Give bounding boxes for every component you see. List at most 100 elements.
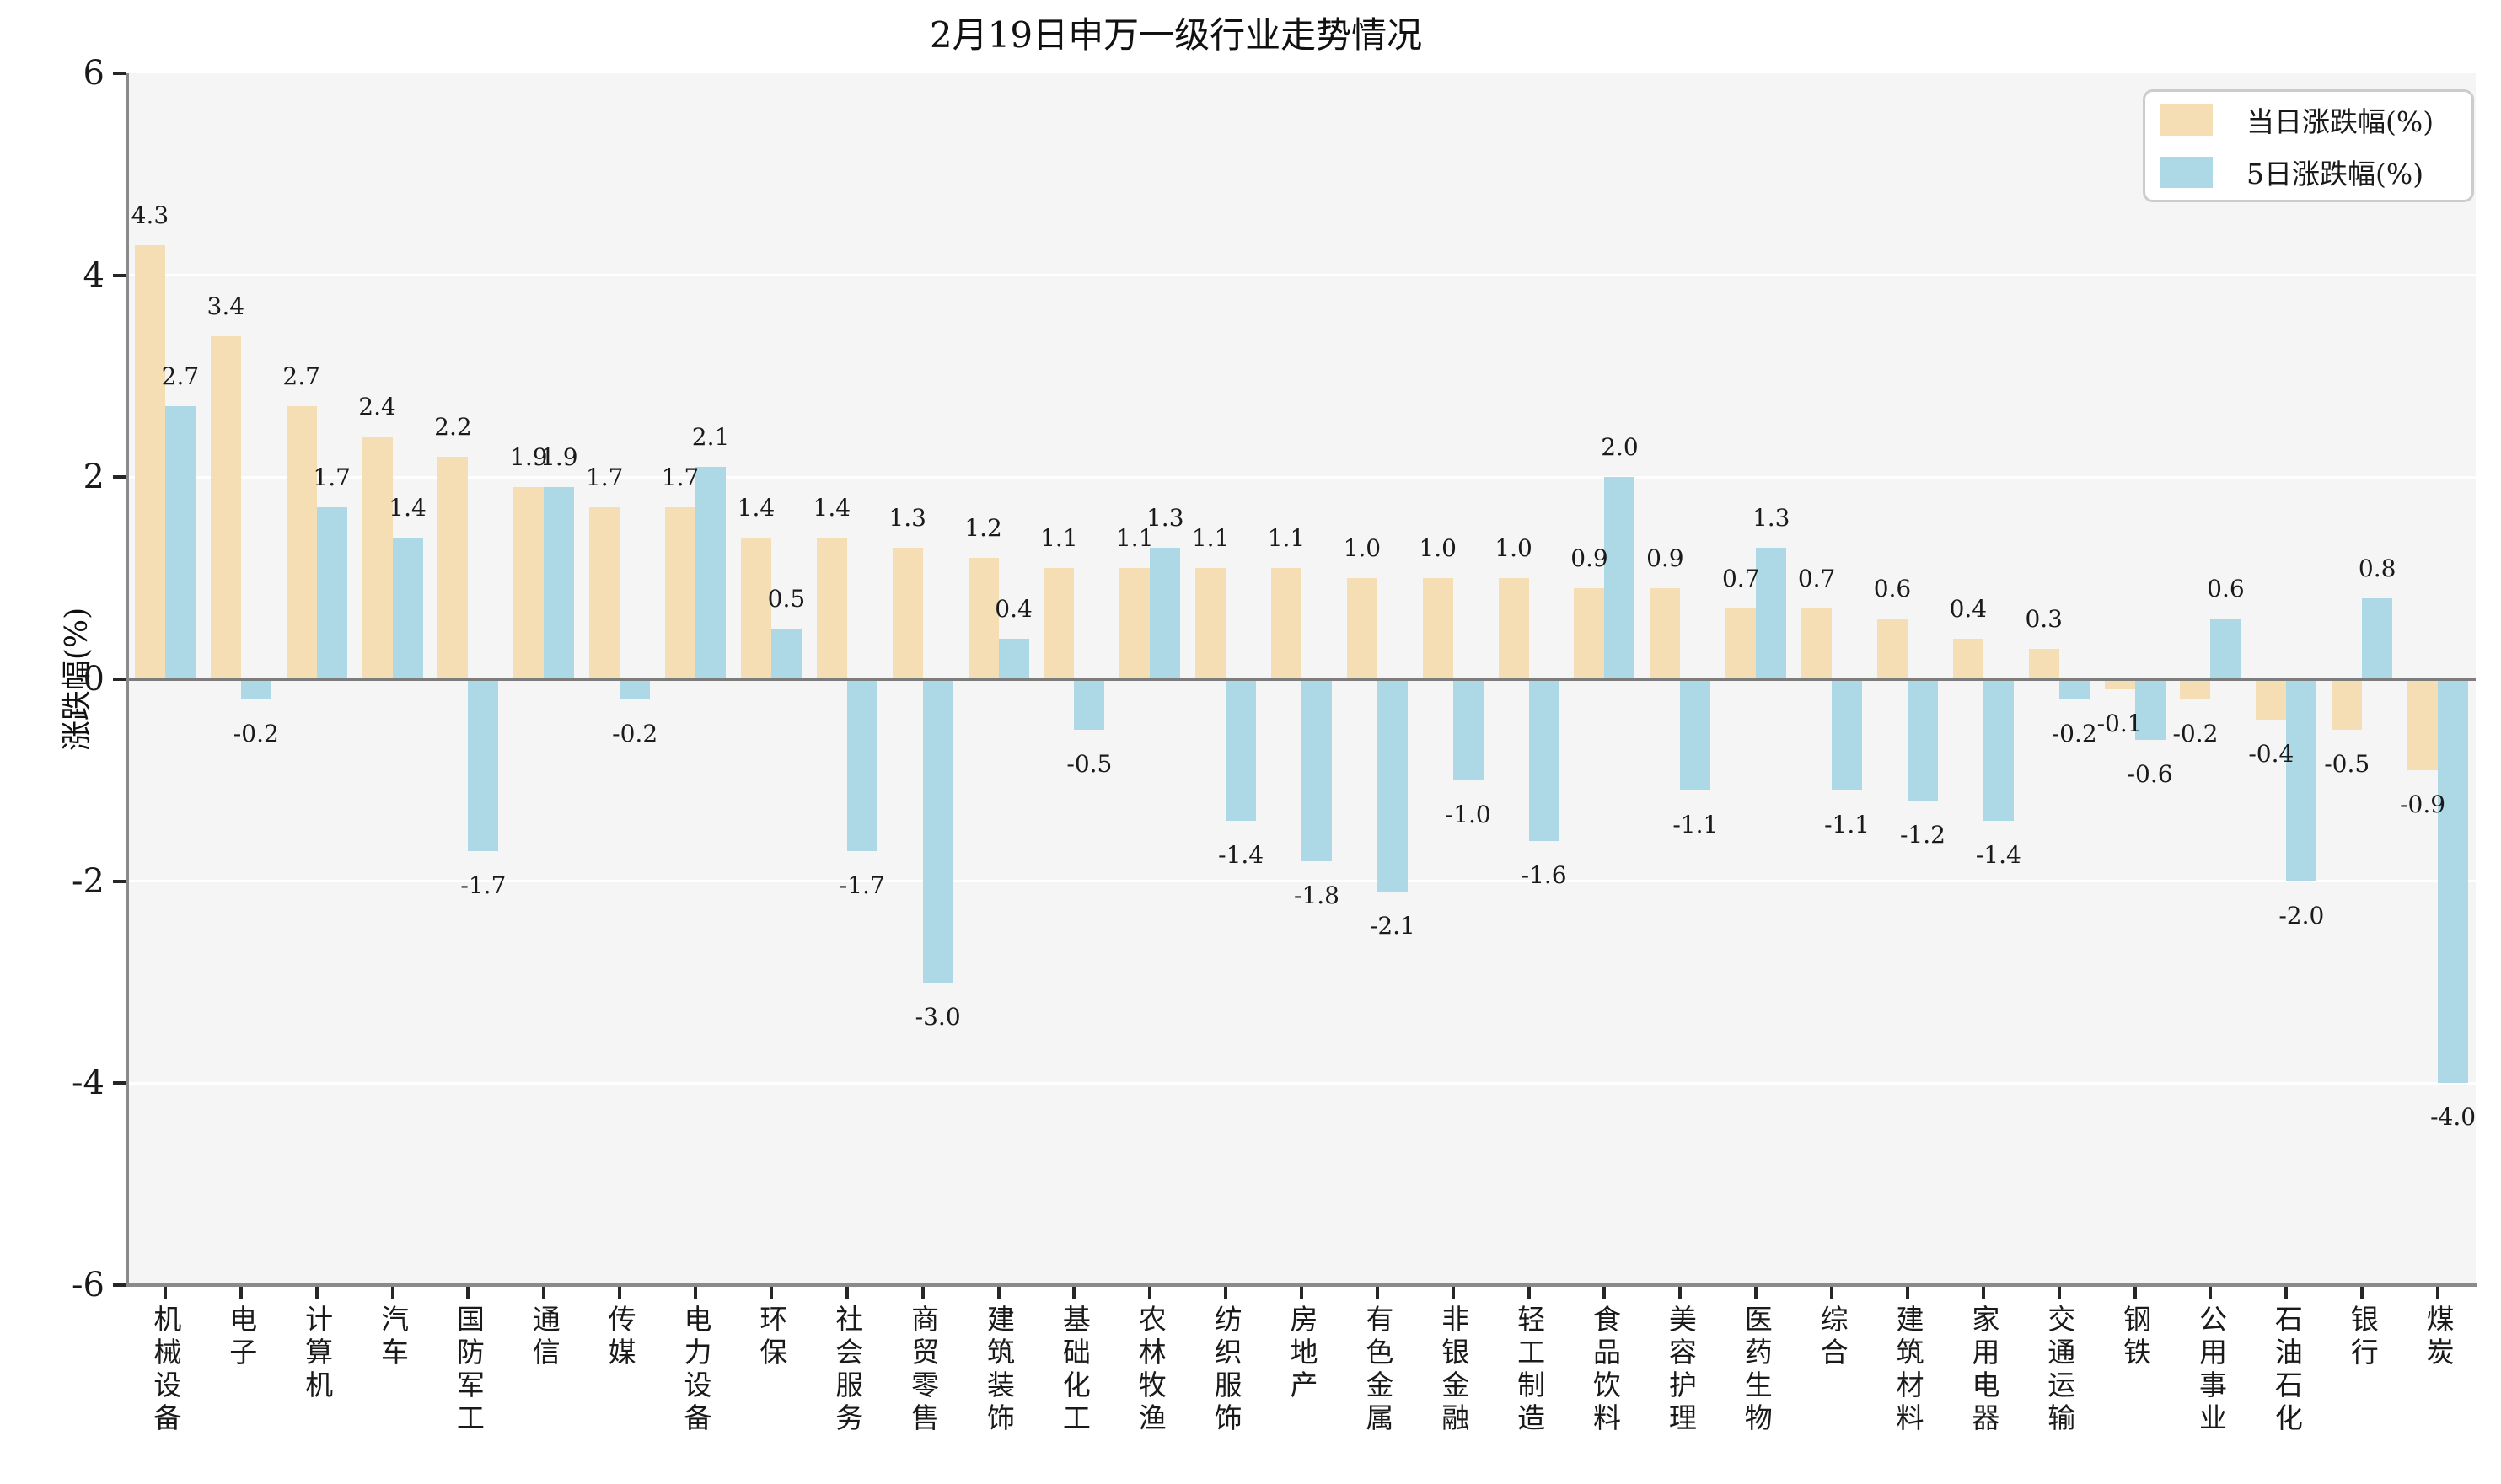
gridline <box>127 475 2476 479</box>
x-category-label-22: 综合 <box>1816 1305 1849 1370</box>
bar-value-label: 3.4 <box>207 292 245 320</box>
bar-daily-13 <box>1119 568 1151 679</box>
x-tick-mark <box>769 1287 773 1299</box>
legend-label-daily: 当日涨跌幅(%) <box>2246 105 2434 138</box>
bar-value-label: -1.4 <box>1218 840 1264 869</box>
bar-five-day-4 <box>468 679 499 851</box>
x-category-label-21: 医药生物 <box>1740 1305 1774 1436</box>
x-tick-mark <box>1451 1287 1455 1299</box>
y-axis-spine <box>126 73 129 1287</box>
x-tick-mark <box>2209 1287 2213 1299</box>
bar-five-day-18 <box>1528 679 1559 841</box>
x-category-label-20: 美容护理 <box>1664 1305 1698 1436</box>
bar-daily-26 <box>2104 679 2135 689</box>
bar-value-label: 0.7 <box>1721 565 1760 593</box>
y-tick-label: 6 <box>83 54 105 93</box>
y-tick-label: 0 <box>83 660 105 699</box>
bar-value-label: -1.2 <box>1899 820 1946 849</box>
bar-value-label: 2.2 <box>434 413 472 442</box>
bar-daily-24 <box>1952 639 1983 679</box>
y-tick-mark <box>113 72 126 75</box>
x-tick-mark <box>996 1287 1001 1299</box>
bar-five-day-30 <box>2438 679 2469 1084</box>
bar-value-label: 1.1 <box>1191 524 1230 553</box>
x-tick-mark <box>542 1287 546 1299</box>
bar-value-label: -2.1 <box>1369 911 1415 940</box>
x-category-label-5: 通信 <box>528 1305 561 1370</box>
x-tick-mark <box>1300 1287 1303 1299</box>
bar-daily-27 <box>2180 679 2211 699</box>
bar-five-day-22 <box>1832 679 1863 790</box>
bar-value-label: -0.6 <box>2127 759 2173 788</box>
x-category-label-15: 房地产 <box>1285 1305 1318 1403</box>
x-tick-mark <box>618 1287 622 1299</box>
bar-value-label: -0.5 <box>1066 749 1113 778</box>
legend-item-five-day: 5日涨跌幅(%) <box>2160 152 2471 192</box>
x-tick-mark <box>920 1287 925 1299</box>
x-category-label-3: 汽车 <box>376 1305 410 1370</box>
y-tick-mark <box>113 475 126 479</box>
bar-daily-25 <box>2028 649 2059 679</box>
bar-value-label: 0.5 <box>767 585 806 613</box>
bar-value-label: -1.4 <box>1975 840 2021 869</box>
x-tick-mark <box>2360 1287 2364 1299</box>
x-category-label-2: 计算机 <box>300 1305 334 1403</box>
bar-value-label: -1.1 <box>1672 810 1719 838</box>
bar-value-label: 1.3 <box>1752 504 1790 533</box>
x-category-label-17: 非银金融 <box>1436 1305 1470 1436</box>
x-tick-mark <box>2436 1287 2440 1299</box>
bar-five-day-20 <box>1680 679 1711 790</box>
bar-five-day-23 <box>1907 679 1938 801</box>
bar-five-day-17 <box>1452 679 1484 780</box>
x-category-label-1: 电子 <box>224 1305 258 1370</box>
bar-daily-28 <box>2256 679 2287 720</box>
bar-value-label: 1.4 <box>737 494 776 522</box>
bar-five-day-11 <box>998 639 1029 679</box>
y-tick-label: -6 <box>72 1266 105 1305</box>
bar-five-day-12 <box>1074 679 1105 730</box>
bar-value-label: 0.3 <box>2025 605 2063 634</box>
bar-value-label: 0.7 <box>1797 565 1836 593</box>
x-category-label-11: 建筑装饰 <box>982 1305 1016 1436</box>
bar-value-label: 1.7 <box>661 463 700 492</box>
bar-value-label: 1.9 <box>540 443 578 472</box>
bar-value-label: -0.4 <box>2248 739 2294 768</box>
legend-swatch-five-day <box>2160 156 2213 188</box>
y-tick-mark <box>113 1081 126 1085</box>
y-tick-mark <box>113 879 126 883</box>
bar-value-label: 2.0 <box>1601 433 1639 462</box>
bar-value-label: -0.2 <box>612 719 658 747</box>
x-category-label-19: 食品饮料 <box>1588 1305 1622 1436</box>
x-category-label-14: 纺织服饰 <box>1210 1305 1243 1436</box>
x-tick-mark <box>694 1287 698 1299</box>
y-tick-label: -4 <box>72 1063 105 1103</box>
bar-daily-5 <box>513 487 545 679</box>
bar-value-label: 0.6 <box>2207 575 2245 603</box>
x-category-label-18: 轻工制造 <box>1512 1305 1546 1436</box>
bar-value-label: 1.1 <box>1267 524 1306 553</box>
y-tick-label: 4 <box>83 255 105 295</box>
y-tick-label: -2 <box>72 861 105 901</box>
bar-value-label: 0.9 <box>1646 544 1684 573</box>
bar-value-label: 1.4 <box>389 494 427 522</box>
x-tick-mark <box>2133 1287 2137 1299</box>
bar-five-day-13 <box>1150 548 1181 679</box>
bar-five-day-21 <box>1756 548 1787 679</box>
bar-daily-22 <box>1801 608 1833 679</box>
bar-value-label: -0.5 <box>2324 749 2370 778</box>
x-tick-mark <box>239 1287 243 1299</box>
bar-five-day-10 <box>922 679 953 983</box>
bar-five-day-6 <box>620 679 651 699</box>
bar-daily-6 <box>589 507 620 679</box>
x-tick-mark <box>163 1287 167 1299</box>
bar-value-label: 1.0 <box>1419 534 1457 563</box>
x-category-label-9: 社会服务 <box>830 1305 864 1436</box>
x-category-label-8: 环保 <box>754 1305 788 1370</box>
bar-value-label: 1.0 <box>1495 534 1532 563</box>
x-category-label-25: 交通运输 <box>2042 1305 2076 1436</box>
bar-daily-11 <box>968 558 999 679</box>
bar-daily-10 <box>892 548 923 679</box>
bar-five-day-25 <box>2058 679 2090 699</box>
bar-value-label: -2.0 <box>2278 901 2325 930</box>
